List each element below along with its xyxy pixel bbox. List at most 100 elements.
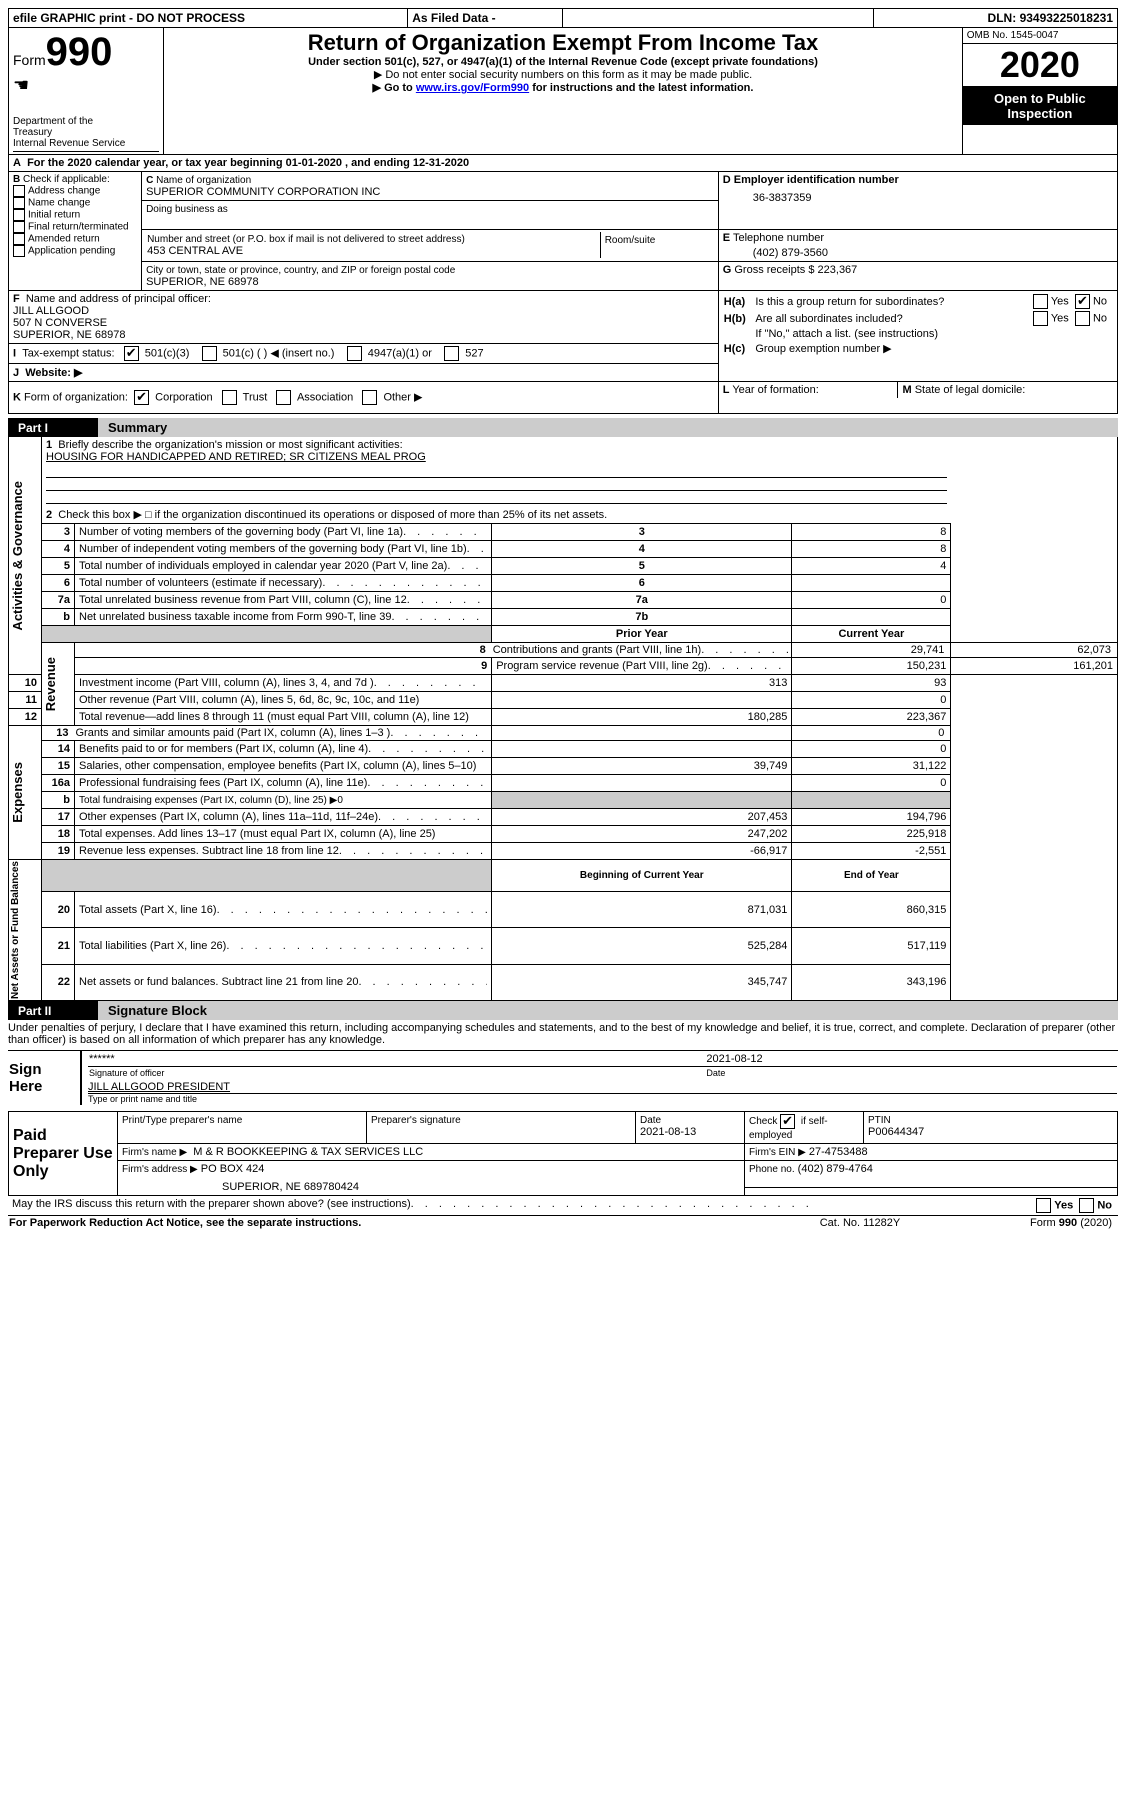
exp-row-16a: Professional fundraising fees (Part IX, … (79, 777, 367, 789)
part1-table: Activities & Governance 1 Briefly descri… (8, 437, 1118, 1001)
end-year-header: End of Year (792, 860, 951, 892)
firm-name: M & R BOOKKEEPING & TAX SERVICES LLC (193, 1146, 423, 1158)
signature-placeholder: ****** (89, 1053, 115, 1065)
section-governance: Activities & Governance (10, 481, 25, 631)
501c3-checkbox[interactable] (124, 346, 139, 361)
part1-label: Part I (8, 418, 98, 437)
4947-checkbox[interactable] (347, 346, 362, 361)
preparer-date-header: Date (640, 1115, 661, 1126)
exp-row-15: Salaries, other compensation, employee b… (79, 760, 476, 772)
sig-date-label: Date (705, 1067, 1117, 1080)
form-header: Form990 ☚ Department of the Treasury Int… (8, 28, 1118, 155)
org-name-label: Name of organization (156, 175, 251, 186)
omb-number: OMB No. 1545-0047 (963, 28, 1117, 44)
gov-row-3: Number of voting members of the governin… (79, 526, 403, 538)
top-bar: efile GRAPHIC print - DO NOT PROCESS As … (8, 8, 1118, 28)
mission-label: Briefly describe the organization's miss… (58, 439, 402, 451)
sig-officer-label: Signature of officer (88, 1067, 705, 1080)
section-expenses: Expenses (10, 762, 25, 823)
ha-yes-checkbox[interactable] (1033, 294, 1048, 309)
application-pending-checkbox[interactable] (13, 245, 25, 257)
irs-yes-checkbox[interactable] (1036, 1198, 1051, 1213)
501c-checkbox[interactable] (202, 346, 217, 361)
final-return-checkbox[interactable] (13, 221, 25, 233)
part2-header: Part II Signature Block (8, 1001, 1118, 1020)
amended-return-checkbox[interactable] (13, 233, 25, 245)
hb-no-checkbox[interactable] (1075, 311, 1090, 326)
exp-row-19: Revenue less expenses. Subtract line 18 … (79, 845, 339, 857)
form-subtitle-2: ▶ Do not enter social security numbers o… (168, 68, 957, 81)
na-row-22: Net assets or fund balances. Subtract li… (79, 976, 358, 988)
part1-title: Summary (98, 418, 1118, 437)
irs-link[interactable]: www.irs.gov/Form990 (416, 82, 529, 94)
officer-city: SUPERIOR, NE 68978 (13, 329, 126, 341)
ptin-value: P00644347 (868, 1126, 924, 1138)
name-change-checkbox[interactable] (13, 197, 25, 209)
preparer-date: 2021-08-13 (640, 1126, 696, 1138)
street-label: Number and street (or P.O. box if mail i… (147, 234, 465, 245)
na-row-20: Total assets (Part X, line 16) (79, 904, 217, 916)
check-applicable-label: Check if applicable: (23, 174, 110, 185)
room-label: Room/suite (605, 235, 656, 246)
irs-discuss-row: May the IRS discuss this return with the… (8, 1196, 1118, 1216)
ein-label: Employer identification number (734, 174, 899, 186)
rev-row-9: Program service revenue (Part VIII, line… (496, 660, 708, 672)
website-label: Website: ▶ (25, 367, 82, 379)
dba-label: Doing business as (146, 204, 228, 215)
firm-addr1: PO BOX 424 (201, 1163, 265, 1175)
gov-row-7b: Net unrelated business taxable income fr… (79, 611, 391, 623)
initial-return-checkbox[interactable] (13, 209, 25, 221)
current-year-header: Current Year (792, 626, 951, 643)
officer-label: Name and address of principal officer: (26, 293, 211, 305)
line-a: A For the 2020 calendar year, or tax yea… (8, 155, 1118, 172)
assoc-checkbox[interactable] (276, 390, 291, 405)
type-name-label: Type or print name and title (88, 1094, 1117, 1104)
trust-checkbox[interactable] (222, 390, 237, 405)
firm-name-label: Firm's name ▶ (122, 1147, 187, 1158)
dln: DLN: 93493225018231 (874, 9, 1118, 28)
dept-line1: Department of the (13, 116, 159, 127)
state-domicile-label: State of legal domicile: (915, 384, 1026, 396)
firm-addr-label: Firm's address ▶ (122, 1164, 198, 1175)
officer-name: JILL ALLGOOD (13, 305, 89, 317)
irs-no-checkbox[interactable] (1079, 1198, 1094, 1213)
identity-block: B Check if applicable: Address change Na… (8, 172, 1118, 414)
gross-receipts-value: 223,367 (818, 264, 858, 276)
gross-receipts-label: Gross receipts $ (734, 264, 814, 276)
open-to-public: Open to Public Inspection (963, 87, 1117, 125)
street-value: 453 CENTRAL AVE (147, 245, 243, 257)
firm-ein: 27-4753488 (809, 1146, 868, 1158)
part2-label: Part II (8, 1001, 98, 1020)
efile-label: efile GRAPHIC print - DO NOT PROCESS (9, 9, 408, 28)
form-subtitle-1: Under section 501(c), 527, or 4947(a)(1)… (168, 56, 957, 68)
begin-year-header: Beginning of Current Year (492, 860, 792, 892)
exp-row-18: Total expenses. Add lines 13–17 (must eq… (79, 828, 435, 840)
footer: For Paperwork Reduction Act Notice, see … (8, 1216, 1118, 1230)
year-formation-label: Year of formation: (732, 384, 818, 396)
hb-yes-checkbox[interactable] (1033, 311, 1048, 326)
phone-label: Telephone number (733, 232, 824, 244)
section-revenue: Revenue (43, 657, 58, 711)
exp-row-16b: Total fundraising expenses (Part IX, col… (79, 795, 343, 806)
ptin-header: PTIN (868, 1115, 891, 1126)
subordinates-label: Are all subordinates included? (754, 310, 1006, 327)
rev-row-10: Investment income (Part VIII, column (A)… (79, 677, 374, 689)
527-checkbox[interactable] (444, 346, 459, 361)
na-row-21: Total liabilities (Part X, line 26) (79, 940, 226, 952)
rev-row-11: Other revenue (Part VIII, column (A), li… (79, 694, 419, 706)
ha-no-checkbox[interactable] (1075, 294, 1090, 309)
gov-row-4: Number of independent voting members of … (79, 543, 467, 555)
sign-here-block: Sign Here ****** 2021-08-12 Signature of… (8, 1051, 1118, 1105)
exp-row-17: Other expenses (Part IX, column (A), lin… (79, 811, 378, 823)
city-label: City or town, state or province, country… (146, 265, 455, 276)
form-subtitle-3: ▶ Go to www.irs.gov/Form990 for instruct… (168, 81, 957, 94)
self-employed-checkbox[interactable] (780, 1114, 795, 1129)
addr-change-checkbox[interactable] (13, 185, 25, 197)
gov-row-5: Total number of individuals employed in … (79, 560, 447, 572)
other-checkbox[interactable] (362, 390, 377, 405)
dept-line2: Treasury (13, 127, 159, 138)
paperwork-notice: For Paperwork Reduction Act Notice, see … (8, 1216, 759, 1230)
corp-checkbox[interactable] (134, 390, 149, 405)
sign-here-label: Sign Here (8, 1051, 81, 1105)
paid-preparer-label: Paid Preparer Use Only (9, 1112, 118, 1196)
